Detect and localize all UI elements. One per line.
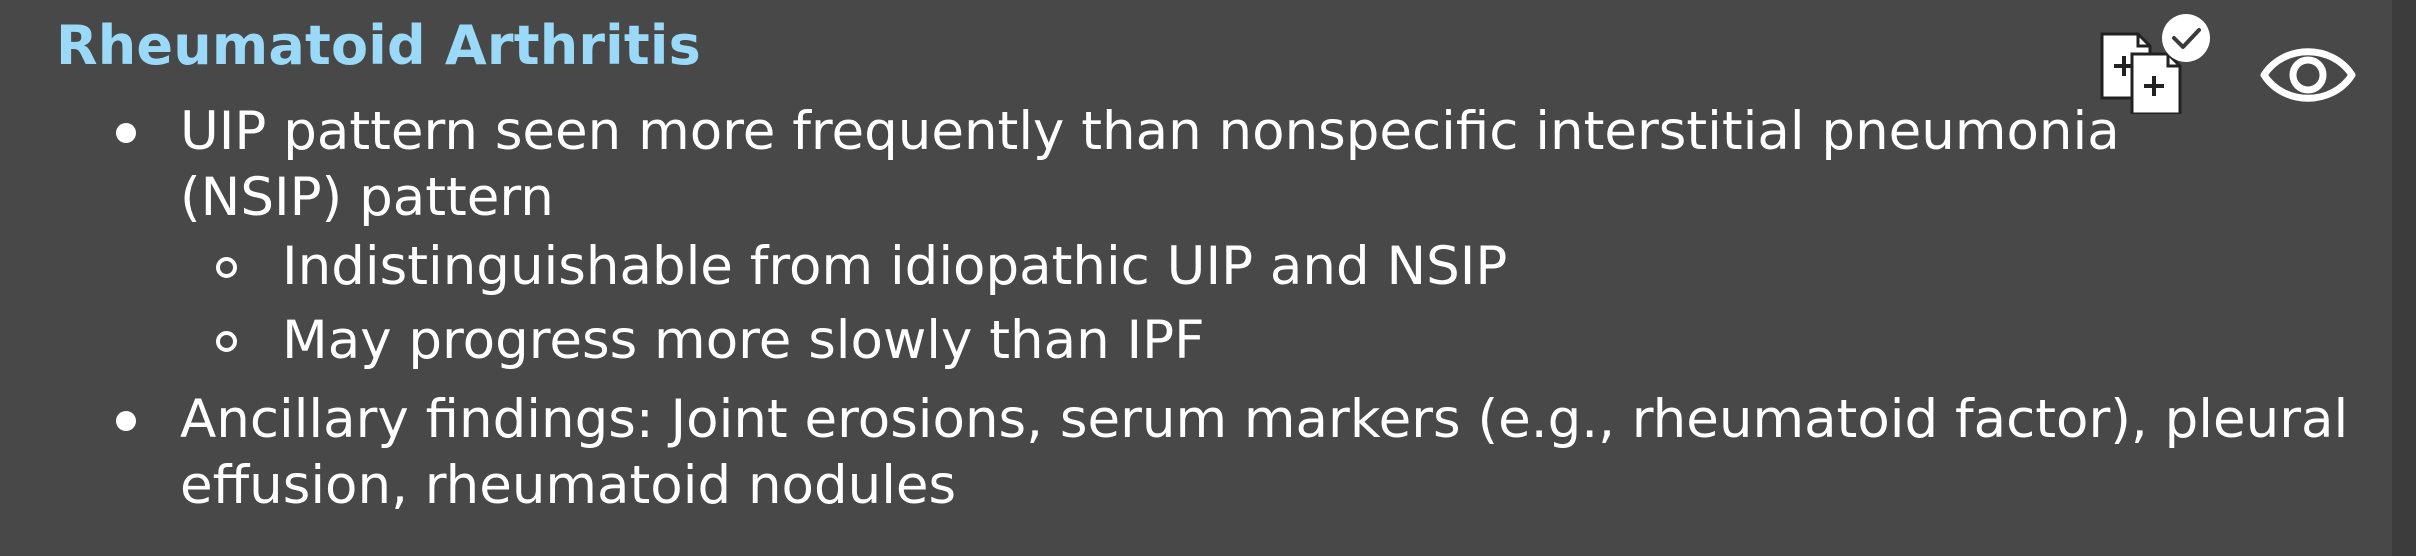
sub-bullet-2: May progress more slowly than IPF <box>282 310 1205 371</box>
bullet-1-line-2: (NSIP) pattern <box>180 167 554 228</box>
bullet-1-line-1: UIP pattern seen more frequently than no… <box>180 101 2120 162</box>
eye-icon[interactable] <box>2260 40 2356 110</box>
bullet-2-line-1: Ancillary findings: Joint erosions, seru… <box>180 389 2349 450</box>
compare-images-icon[interactable] <box>2096 14 2214 116</box>
bullet-marker <box>116 411 136 431</box>
sub-bullet-1: Indistinguishable from idiopathic UIP an… <box>282 236 1508 297</box>
sub-bullet-marker <box>216 257 237 278</box>
sub-bullet-marker <box>216 331 237 352</box>
bullet-2-line-2: effusion, rheumatoid nodules <box>180 455 957 516</box>
slide-title: Rheumatoid Arthritis <box>56 14 701 77</box>
scrollbar-track[interactable] <box>2392 0 2416 556</box>
bullet-marker <box>116 123 136 143</box>
